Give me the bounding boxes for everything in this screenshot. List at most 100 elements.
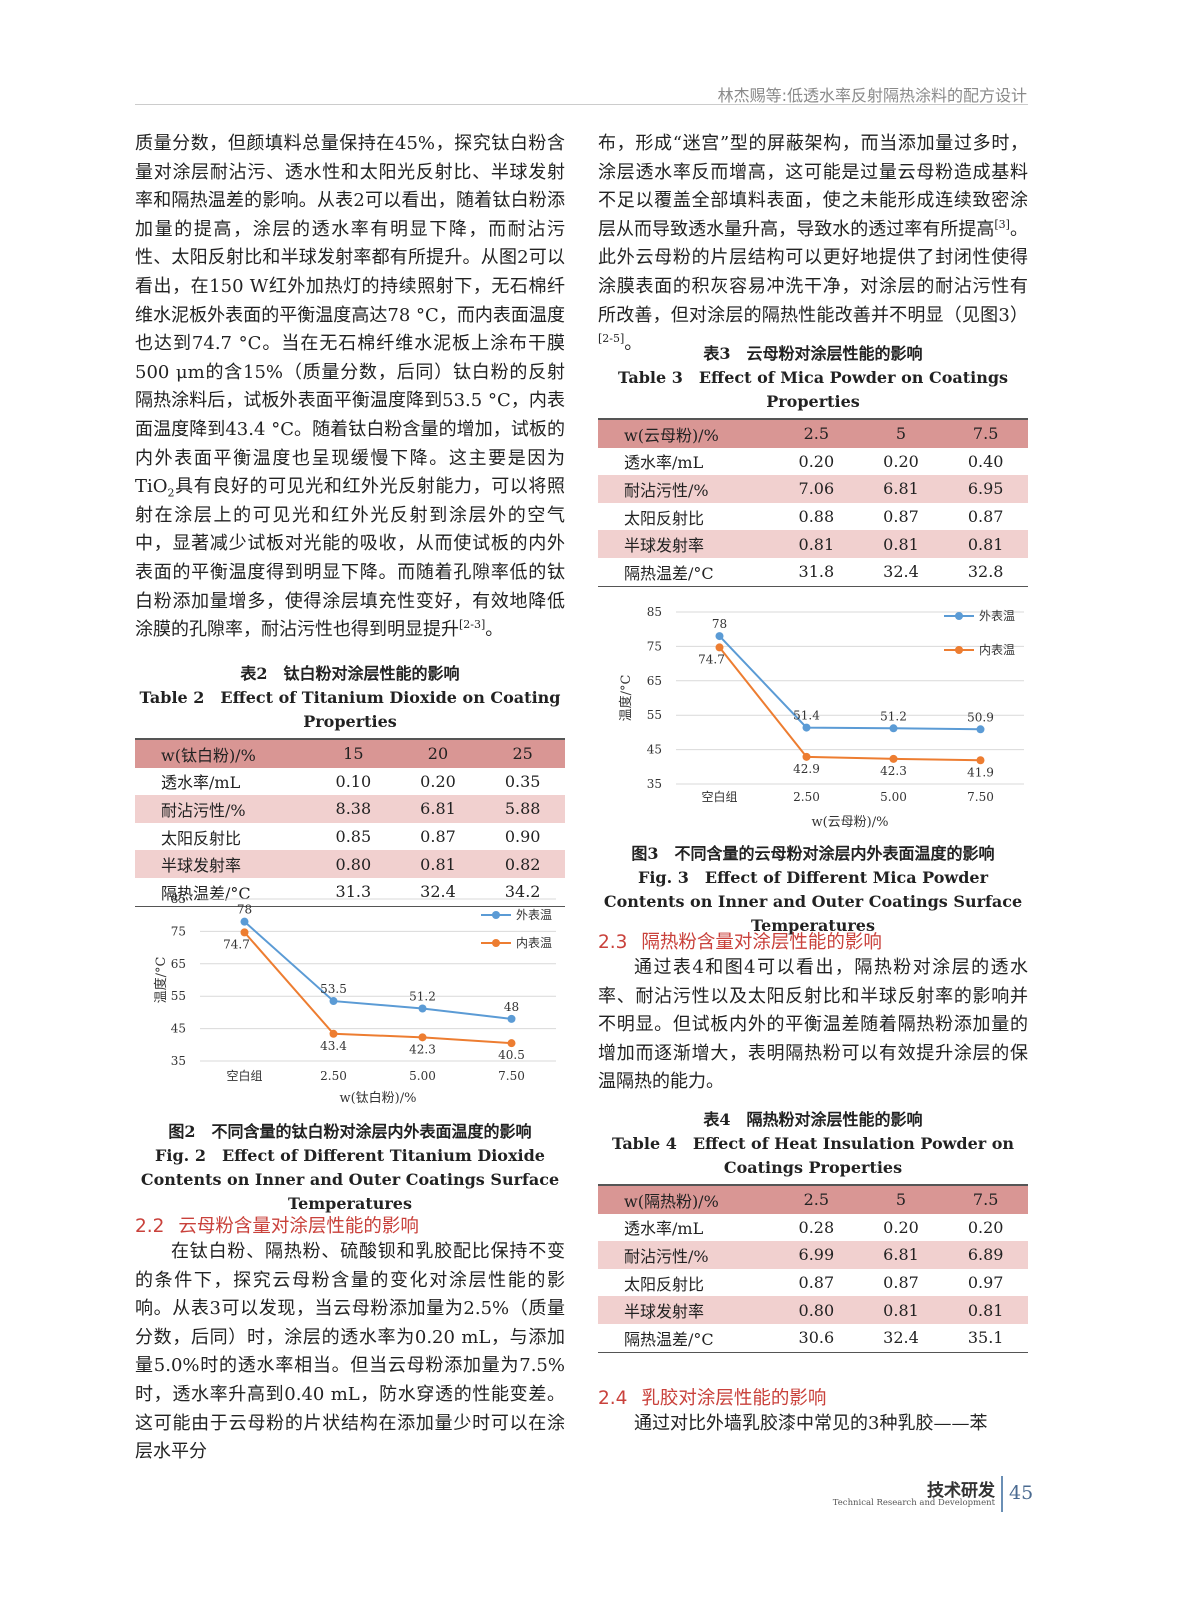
table-cell: 透水率/mL xyxy=(624,1219,704,1239)
header-cell: w(隔热粉)/% xyxy=(598,1184,774,1214)
legend-label: 内表温 xyxy=(516,936,552,950)
x-tick-label: 5.00 xyxy=(880,790,907,804)
table-caption-en: Table 2 Effect of Titanium Dioxide on Co… xyxy=(139,688,561,731)
header-row: w(云母粉)/% 2.5 5 7.5 xyxy=(598,418,1028,448)
figure-caption-cn: 图2 不同含量的钛白粉对涂层内外表面温度的影响 xyxy=(168,1122,532,1141)
table-cell: 0.87 xyxy=(798,1273,835,1293)
data-point xyxy=(507,1014,516,1023)
section-number: 2.4 xyxy=(598,1388,628,1409)
table-block: 表4 隔热粉对涂层性能的影响 Table 4 Effect of Heat Ins… xyxy=(598,1108,1028,1353)
data-label: 78 xyxy=(712,617,727,631)
header-cell: 15 xyxy=(311,738,396,768)
table-cell: 0.87 xyxy=(967,507,1004,527)
table-cell: 耐沾污性/% xyxy=(598,475,774,503)
table-cell: 30.6 xyxy=(774,1323,859,1353)
series-line xyxy=(243,920,512,1020)
table-cell: 6.81 xyxy=(858,1241,944,1269)
table-cell: 半球发射率 xyxy=(598,530,774,558)
x-tick-label: 7.50 xyxy=(967,790,994,804)
footer-rule xyxy=(1001,1476,1003,1512)
series-line xyxy=(718,646,981,762)
section-title: 乳胶对涂层性能的影响 xyxy=(641,1388,827,1409)
table-cell: 太阳反射比 xyxy=(161,828,242,848)
data-label: 48 xyxy=(504,1000,519,1014)
figure-caption: 图2 不同含量的钛白粉对涂层内外表面温度的影响 Fig. 2 Effect of … xyxy=(135,1120,565,1216)
table-row: 透水率/mL 0.20 0.20 0.40 xyxy=(598,448,1028,476)
text-run: 通过对比外墙乳胶漆中常见的3种乳胶——苯 xyxy=(634,1413,988,1434)
data-label: 43.4 xyxy=(320,1039,347,1053)
table-cell: 0.88 xyxy=(798,507,835,527)
table-cell: 0.20 xyxy=(883,1217,919,1237)
table-caption-en: Table 4 Effect of Heat Insulation Powder… xyxy=(611,1134,1015,1177)
table-cell: 5.88 xyxy=(480,795,565,823)
table-cell: 0.80 xyxy=(774,1296,859,1324)
data-label: 53.5 xyxy=(320,982,347,996)
table-row: 耐沾污性/% 6.99 6.81 6.89 xyxy=(598,1241,1028,1269)
header-cell: 2.5 xyxy=(774,418,859,448)
data-label: 51.2 xyxy=(409,990,436,1004)
text-run: 布，形成“迷宫”型的屏蔽架构，而当添加量过多时，涂层透水率反而增高，这可能是过量… xyxy=(598,133,1028,240)
data-point xyxy=(889,724,898,733)
table-row: 半球发射率 0.80 0.81 0.82 xyxy=(135,850,565,878)
paragraph: 质量分数，但颜填料总量保持在45%，探究钛白粉含量对涂层耐沾污、透水性和太阳光反… xyxy=(135,130,565,645)
table-row: 半球发射率 0.81 0.81 0.81 xyxy=(598,530,1028,558)
data-label: 50.9 xyxy=(967,710,994,724)
text-run: 。 xyxy=(485,619,504,641)
table-block: 表3 云母粉对涂层性能的影响 Table 3 Effect of Mica Pow… xyxy=(598,342,1028,587)
data-label: 74.7 xyxy=(223,937,250,951)
table-cell: 0.80 xyxy=(311,850,396,878)
table-cell: 太阳反射比 xyxy=(624,508,705,528)
table-cell: 6.81 xyxy=(858,475,944,503)
legend-label: 外表温 xyxy=(979,609,1015,623)
data-label: 51.2 xyxy=(880,709,907,723)
data-label: 42.9 xyxy=(793,762,820,776)
table-cell: 0.40 xyxy=(967,451,1004,471)
data-point xyxy=(329,1029,338,1038)
data-point xyxy=(715,643,724,652)
table-cell: 6.95 xyxy=(943,475,1028,503)
table-cell: 隔热温差/°C xyxy=(598,557,774,587)
section-number: 2.2 xyxy=(135,1216,165,1237)
series-line xyxy=(718,635,981,731)
table-cell: 隔热温差/°C xyxy=(135,877,311,907)
table-cell: 31.8 xyxy=(774,557,859,587)
table-cell: 透水率/mL xyxy=(624,453,704,473)
x-axis-label: w(云母粉)/% xyxy=(811,815,888,830)
legend-marker xyxy=(492,939,500,947)
data-point xyxy=(418,1004,427,1013)
header-rule xyxy=(135,104,1028,105)
section-title: 隔热粉含量对涂层性能的影响 xyxy=(641,932,882,953)
table-cell: 半球发射率 xyxy=(598,1296,774,1324)
text-run: 。此外云母粉的片层结构可以更好地提供了封闭性使得涂膜表面的积灰容易冲洗干净，对涂… xyxy=(598,218,1029,326)
table-row: 隔热温差/°C 31.3 32.4 34.2 xyxy=(135,877,565,907)
y-axis-label: 温度/°C xyxy=(618,675,634,722)
table-row: 耐沾污性/% 8.38 6.81 5.88 xyxy=(135,795,565,823)
x-tick-label: 2.50 xyxy=(320,1069,347,1083)
data-point xyxy=(418,1033,427,1042)
data-label: 42.3 xyxy=(409,1042,436,1056)
data-label: 41.9 xyxy=(967,765,994,779)
table-row: 透水率/mL 0.10 0.20 0.35 xyxy=(135,768,565,796)
data-point xyxy=(240,928,249,937)
header-row: w(隔热粉)/% 2.5 5 7.5 xyxy=(598,1184,1028,1214)
y-tick-label: 75 xyxy=(647,639,662,653)
table-caption-cn: 表4 隔热粉对涂层性能的影响 xyxy=(703,1110,923,1129)
table-cell: 6.89 xyxy=(943,1241,1028,1269)
section-heading: 2.3 隔热粉含量对涂层性能的影响 xyxy=(598,928,882,954)
table-cell: 0.81 xyxy=(943,530,1028,558)
header-cell: 5 xyxy=(858,418,944,448)
legend-marker xyxy=(955,646,963,654)
table-cell: 耐沾污性/% xyxy=(598,1241,774,1269)
table-cell: 太阳反射比 xyxy=(624,1274,705,1294)
table-cell: 0.20 xyxy=(798,451,835,471)
table-cell: 0.20 xyxy=(883,451,919,471)
series-line xyxy=(243,931,512,1045)
table-cell: 32.4 xyxy=(858,1323,944,1353)
x-axis-label: w(钛白粉)/% xyxy=(339,1090,416,1106)
x-tick-label: 空白组 xyxy=(701,789,737,804)
legend-marker xyxy=(955,612,963,620)
paragraph: 布，形成“迷宫”型的屏蔽架构，而当添加量过多时，涂层透水率反而增高，这可能是过量… xyxy=(598,130,1028,359)
header-cell: w(云母粉)/% xyxy=(598,418,774,448)
data-point xyxy=(240,917,249,926)
